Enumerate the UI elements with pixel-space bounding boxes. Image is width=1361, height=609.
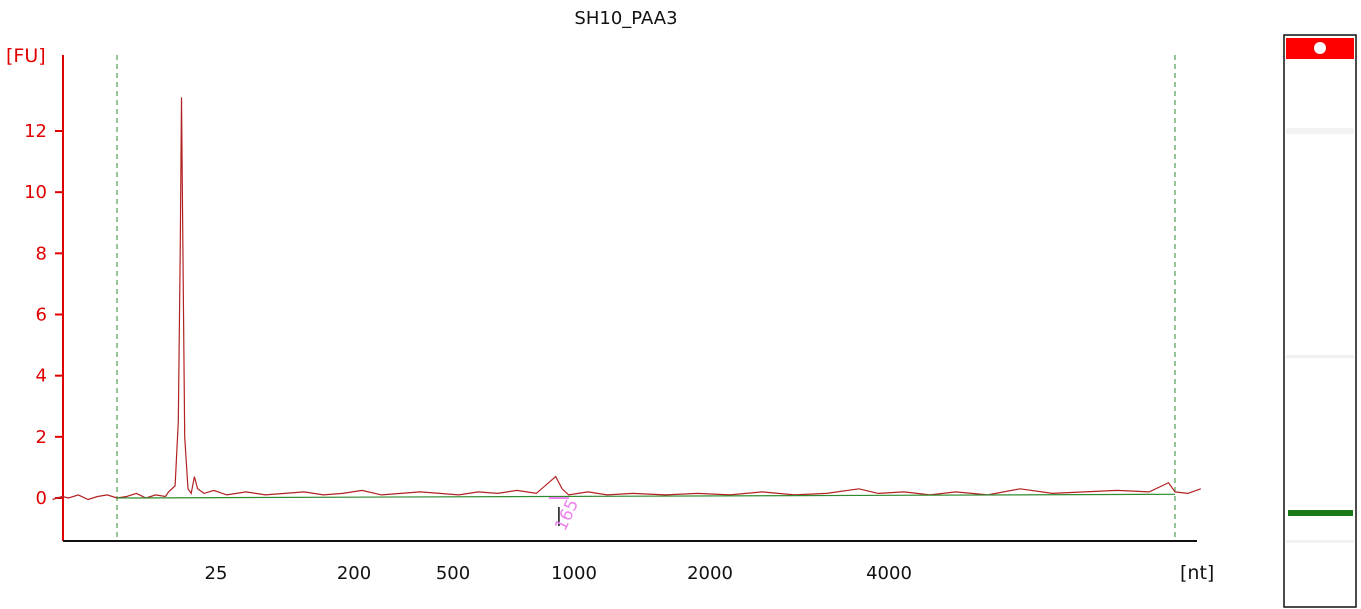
x-tick-label: 2000 [687, 563, 733, 584]
y-tick-label: 4 [36, 366, 47, 387]
gel-lower-marker-band [1288, 510, 1353, 516]
x-ticks: 25 200 500 1000 2000 4000 [205, 563, 912, 584]
x-tick-label: 200 [337, 563, 371, 584]
signal-trace [52, 97, 1202, 501]
x-tick-label: 4000 [866, 563, 912, 584]
peak-marker-label: 165 [551, 496, 583, 534]
peak-markers: 165 [548, 496, 583, 534]
gel-faint-band [1286, 128, 1354, 134]
x-axis-label: [nt] [1180, 562, 1214, 584]
gel-faint-band [1286, 355, 1354, 358]
y-tick-label: 2 [36, 427, 47, 448]
chart-title: SH10_PAA3 [574, 8, 677, 29]
x-tick-label: 500 [436, 563, 470, 584]
series-layer [52, 97, 1202, 501]
gel-lane-frame [1283, 34, 1357, 608]
y-tick-label: 0 [36, 488, 47, 509]
lower-upper-marker-bounds [116, 55, 1176, 541]
x-tick-label: 1000 [551, 563, 597, 584]
x-tick-label: 25 [205, 563, 228, 584]
y-tick-label: 10 [24, 182, 47, 203]
gel-faint-band [1286, 540, 1354, 543]
gel-upper-marker-dot [1314, 42, 1326, 54]
y-tick-label: 12 [24, 121, 47, 142]
gel-lane [1283, 34, 1357, 608]
y-ticks: 0 2 4 6 8 10 12 [24, 121, 63, 509]
y-tick-label: 6 [36, 305, 47, 326]
baseline-trace [116, 493, 1176, 499]
y-axis-label: [FU] [6, 45, 46, 67]
y-tick-label: 8 [36, 243, 47, 264]
